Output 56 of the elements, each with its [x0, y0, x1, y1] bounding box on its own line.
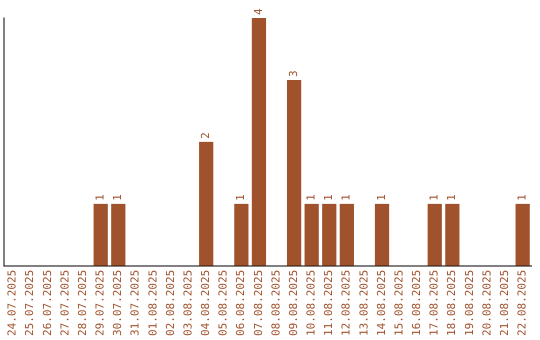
x-tick-label: 31.07.2025 — [128, 270, 142, 336]
data-label: 3 — [286, 70, 300, 77]
x-tick-label: 25.07.2025 — [23, 270, 36, 336]
x-tick-label: 12.08.2025 — [340, 270, 353, 336]
x-tick-label: 24.07.2025 — [6, 270, 19, 336]
x-tick-label: 19.08.2025 — [462, 270, 476, 336]
x-tick-label: 30.07.2025 — [111, 270, 124, 336]
x-tick-label: 26.07.2025 — [40, 270, 54, 336]
x-tick-label: 03.08.2025 — [181, 270, 194, 336]
data-label: 1 — [304, 194, 318, 201]
x-tick-label: 16.08.2025 — [410, 270, 424, 336]
data-label: 2 — [199, 132, 212, 139]
bar — [234, 204, 248, 266]
x-tick-label: 01.08.2025 — [146, 270, 160, 336]
data-label: 1 — [111, 194, 124, 201]
x-tick-label: 15.08.2025 — [392, 270, 406, 336]
x-tick-label: 20.08.2025 — [480, 270, 494, 336]
bar — [445, 204, 460, 266]
x-tick-label: 05.08.2025 — [216, 270, 230, 336]
bar — [252, 18, 266, 266]
data-label: 1 — [428, 194, 441, 201]
x-tick-label: 10.08.2025 — [304, 270, 318, 336]
x-tick-label: 02.08.2025 — [164, 270, 177, 336]
x-tick-label: 08.08.2025 — [269, 270, 282, 336]
x-tick-label: 11.08.2025 — [322, 270, 336, 336]
x-tick-label: 22.08.2025 — [516, 270, 529, 336]
bar — [322, 204, 336, 266]
x-tick-label: 27.07.2025 — [58, 270, 72, 336]
bar — [94, 204, 108, 266]
x-tick-label: 17.08.2025 — [428, 270, 441, 336]
bar — [199, 142, 214, 266]
bar — [516, 204, 530, 266]
data-label: 4 — [252, 8, 265, 15]
bar — [340, 204, 354, 266]
data-label: 1 — [340, 194, 353, 201]
x-tick-label: 13.08.2025 — [357, 270, 370, 336]
x-tick-label: 07.08.2025 — [252, 270, 265, 336]
data-label: 1 — [322, 194, 336, 201]
x-tick-label: 09.08.2025 — [286, 270, 300, 336]
bar — [374, 204, 390, 266]
bar — [304, 204, 319, 266]
data-label: 1 — [234, 194, 248, 201]
bar — [111, 204, 126, 266]
x-tick-label: 18.08.2025 — [445, 270, 458, 336]
data-label: 1 — [445, 194, 458, 201]
x-tick-label: 04.08.2025 — [199, 270, 212, 336]
x-tick-label: 06.08.2025 — [234, 270, 248, 336]
data-label: 1 — [516, 194, 529, 201]
x-tick-label: 21.08.2025 — [498, 270, 511, 336]
bar — [286, 80, 302, 266]
x-tick-label: 28.07.2025 — [76, 270, 89, 336]
data-label: 1 — [374, 194, 388, 201]
data-label: 1 — [94, 194, 107, 201]
x-tick-label: 14.08.2025 — [374, 270, 388, 336]
bar — [428, 204, 442, 266]
x-tick-label: 29.07.2025 — [94, 270, 107, 336]
